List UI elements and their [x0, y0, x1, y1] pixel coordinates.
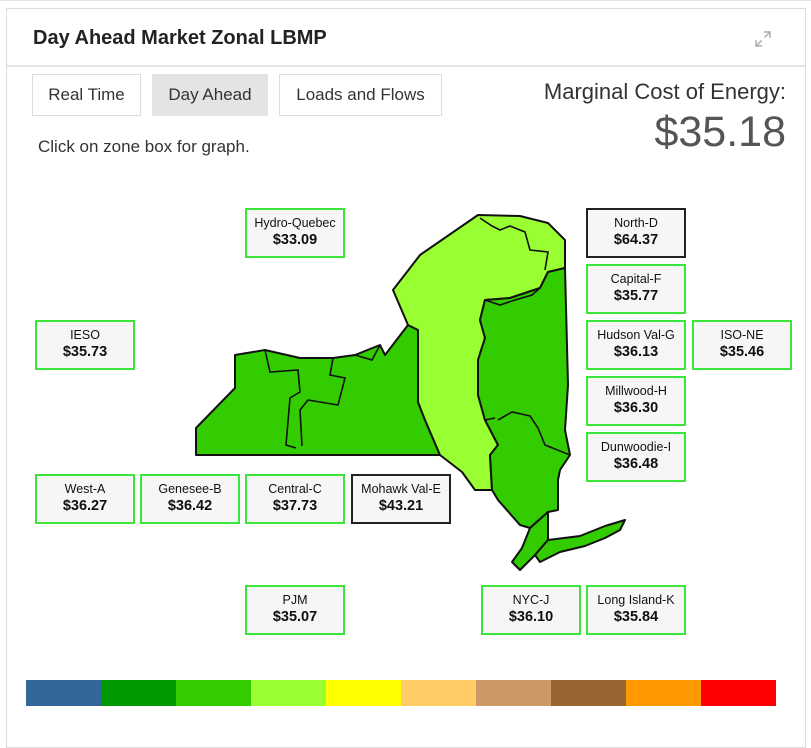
zone-box-dunwoodie-i[interactable]: Dunwoodie-I $36.48 [586, 432, 686, 482]
zone-box-hudson-val-g[interactable]: Hudson Val-G $36.13 [586, 320, 686, 370]
legend-swatch [101, 680, 176, 706]
zone-box-hydro-quebec[interactable]: Hydro-Quebec $33.09 [245, 208, 345, 258]
marginal-cost-value: $35.18 [654, 108, 786, 156]
map-zone-west[interactable] [195, 324, 441, 456]
legend-swatch [26, 680, 101, 706]
zone-click-hint: Click on zone box for graph. [38, 137, 250, 156]
zone-box-iso-ne[interactable]: ISO-NE $35.46 [692, 320, 792, 370]
zone-box-nyc-j[interactable]: NYC-J $36.10 [481, 585, 581, 635]
top-divider [0, 0, 811, 1]
zone-box-long-island-k[interactable]: Long Island-K $35.84 [586, 585, 686, 635]
zone-box-pjm[interactable]: PJM $35.07 [245, 585, 345, 635]
zone-box-ieso[interactable]: IESO $35.73 [35, 320, 135, 370]
map-zone-long-island[interactable] [534, 519, 626, 563]
legend-swatch [326, 680, 401, 706]
legend-swatch [626, 680, 701, 706]
map-zone-east[interactable] [477, 267, 571, 529]
panel-title: Day Ahead Market Zonal LBMP [33, 27, 327, 49]
legend-swatch [176, 680, 251, 706]
tab-real-time[interactable]: Real Time [32, 74, 141, 116]
zone-box-genesee-b[interactable]: Genesee-B $36.42 [140, 474, 240, 524]
zone-box-west-a[interactable]: West-A $36.27 [35, 474, 135, 524]
zone-box-millwood-h[interactable]: Millwood-H $36.30 [586, 376, 686, 426]
legend-swatch [401, 680, 476, 706]
legend-swatch [551, 680, 626, 706]
legend-swatch [476, 680, 551, 706]
zone-box-central-c[interactable]: Central-C $37.73 [245, 474, 345, 524]
marginal-cost-label: Marginal Cost of Energy: [543, 79, 786, 104]
map-zone-nyc[interactable] [511, 511, 549, 571]
zone-box-north-d[interactable]: North-D $64.37 [586, 208, 686, 258]
tab-day-ahead[interactable]: Day Ahead [152, 74, 268, 116]
panel-header: Day Ahead Market Zonal LBMP [7, 9, 805, 67]
zone-box-capital-f[interactable]: Capital-F $35.77 [586, 264, 686, 314]
expand-icon[interactable] [753, 29, 773, 49]
price-color-legend [26, 680, 776, 706]
zone-box-mohawk-val-e[interactable]: Mohawk Val-E $43.21 [351, 474, 451, 524]
tab-loads-and-flows[interactable]: Loads and Flows [279, 74, 442, 116]
legend-swatch [251, 680, 326, 706]
legend-swatch [701, 680, 776, 706]
